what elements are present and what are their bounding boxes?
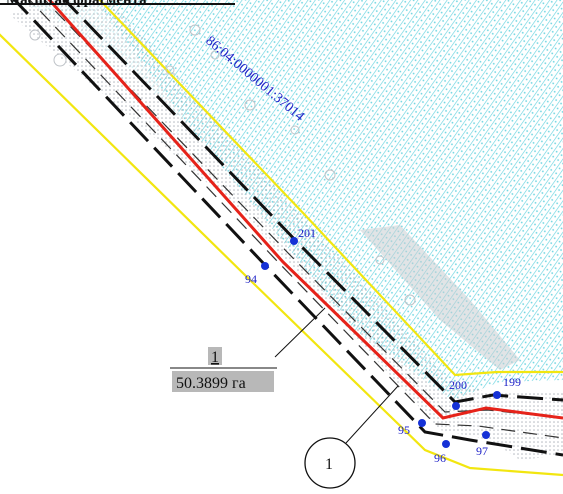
red-centerline [47,0,563,420]
point-marker[interactable] [493,391,501,399]
point-label: 94 [245,272,257,286]
zone-marker[interactable]: 1 [304,437,356,489]
faint-circles [29,24,416,306]
parcel-label: 1 50.3899 га [170,347,277,392]
point-marker[interactable] [290,237,298,245]
parcel-number: 1 [211,349,219,366]
point-label: 200 [449,378,467,392]
zone-marker-circle[interactable] [304,437,356,489]
yellow-boundary-lower [0,33,563,477]
point-label: 199 [503,375,521,389]
point-label: 201 [298,226,316,240]
point-marker[interactable] [418,419,426,427]
dashed-line-upper [62,0,563,404]
parcel-label-background [208,347,222,365]
dashed-line-lower [12,0,563,457]
parcel-area-background [172,371,274,392]
gray-smudge [360,225,520,370]
point-94[interactable]: 94 [245,262,269,286]
zone-leader-line [345,385,399,444]
dashed-line-inner-2 [28,0,563,439]
point-201[interactable]: 201 [290,226,316,245]
point-95[interactable]: 95 [398,419,426,437]
point-marker[interactable] [442,440,450,448]
point-marker[interactable] [482,431,490,439]
zone-marker-number: 1 [325,456,333,473]
parcel-area: 50.3899 га [176,375,246,392]
yellow-boundary-upper [98,0,563,377]
point-label: 96 [434,451,446,465]
point-marker[interactable] [261,262,269,270]
parcel-leader-line [274,307,326,358]
point-199[interactable]: 199 [493,375,521,399]
point-97[interactable]: 97 [476,431,490,458]
point-200[interactable]: 200 [449,378,467,410]
point-96[interactable]: 96 [434,440,450,465]
point-label: 95 [398,423,410,437]
point-label: 97 [476,444,488,458]
point-marker[interactable] [452,402,460,410]
